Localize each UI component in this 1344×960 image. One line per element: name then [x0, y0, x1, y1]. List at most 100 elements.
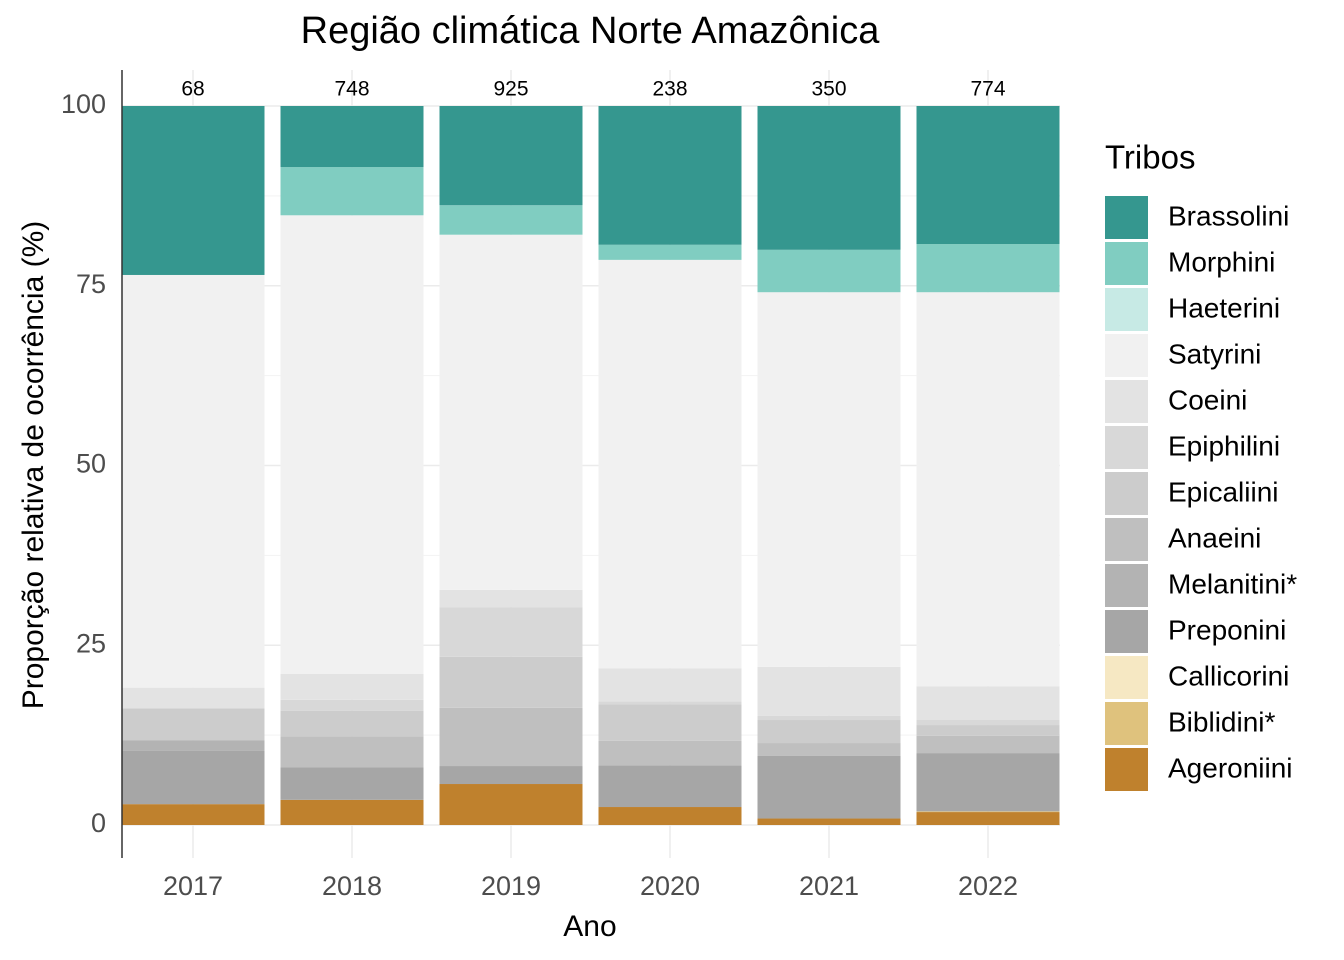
legend-key — [1105, 242, 1148, 285]
legend-key — [1105, 472, 1148, 515]
x-tick-label: 2021 — [799, 871, 859, 901]
bar-segment — [598, 668, 742, 702]
bar-segment — [916, 735, 1060, 754]
bar-segment — [598, 244, 742, 260]
bar-segment — [121, 804, 265, 825]
bar-segment — [916, 720, 1060, 726]
legend-key — [1105, 748, 1148, 791]
bar-segment — [757, 818, 901, 825]
bar-segment — [598, 704, 742, 741]
bar-segment — [598, 259, 742, 669]
bar-segment — [280, 167, 424, 216]
bar-segment — [280, 799, 424, 825]
bar-segment — [121, 106, 265, 275]
bar-segment — [439, 589, 583, 608]
bar-segment — [757, 743, 901, 756]
bar-segment — [916, 686, 1060, 721]
bar-segment — [598, 106, 742, 245]
count-label: 925 — [493, 78, 528, 101]
count-label: 774 — [970, 78, 1005, 101]
bar-segment — [598, 765, 742, 808]
legend-label: Callicorini — [1168, 660, 1289, 691]
bar-segment — [757, 292, 901, 667]
bar-segment — [598, 807, 742, 825]
legend-label: Coeini — [1168, 384, 1247, 415]
bar-segment — [121, 740, 265, 751]
legend-label: Satyrini — [1168, 338, 1261, 369]
legend-label: Brassolini — [1168, 200, 1289, 231]
bar-segment — [121, 750, 265, 805]
x-tick-label: 2019 — [481, 871, 541, 901]
bar-segment — [439, 205, 583, 235]
bar-segment — [280, 710, 424, 737]
legend-key — [1105, 656, 1148, 699]
bar-segment — [916, 106, 1060, 245]
count-label: 238 — [652, 78, 687, 101]
legend-label: Melanitini* — [1168, 568, 1297, 599]
bar-segment — [757, 666, 901, 716]
bar-segment — [439, 766, 583, 785]
legend-key — [1105, 426, 1148, 469]
legend-key — [1105, 702, 1148, 745]
bar-segment — [916, 812, 1060, 825]
legend-label: Anaeini — [1168, 522, 1261, 553]
bar-segment — [916, 244, 1060, 293]
y-axis-title: Proporção relativa de ocorrência (%) — [17, 221, 50, 710]
legend-key — [1105, 610, 1148, 653]
y-tick-label: 0 — [91, 808, 106, 838]
bar-segment — [916, 292, 1060, 687]
bar-segment — [439, 106, 583, 206]
bar-segment — [916, 725, 1060, 736]
legend-key — [1105, 288, 1148, 331]
legend-label: Preponini — [1168, 614, 1286, 645]
bar-segment — [757, 715, 901, 721]
legend-key — [1105, 564, 1148, 607]
legend-label: Epicaliini — [1168, 476, 1279, 507]
legend-key — [1105, 196, 1148, 239]
chart-title: Região climática Norte Amazônica — [301, 10, 881, 52]
bar-segment — [121, 708, 265, 741]
legend-key — [1105, 380, 1148, 423]
bar-segment — [439, 784, 583, 825]
x-tick-label: 2018 — [322, 871, 382, 901]
bar-segment — [598, 701, 742, 705]
legend-key — [1105, 334, 1148, 377]
bar-segment — [916, 753, 1060, 812]
bar-segment — [757, 755, 901, 819]
legend-key — [1105, 518, 1148, 561]
bar-segment — [280, 699, 424, 711]
y-tick-label: 25 — [76, 628, 106, 658]
bar-segment — [280, 767, 424, 800]
bar-segment — [439, 656, 583, 708]
legend-label: Haeterini — [1168, 292, 1280, 323]
bar-segment — [280, 674, 424, 700]
bar-segment — [757, 249, 901, 293]
bar-segment — [121, 687, 265, 709]
bar-segment — [757, 106, 901, 250]
legend-label: Ageroniini — [1168, 752, 1293, 783]
bar-segment — [280, 215, 424, 675]
legend-label: Morphini — [1168, 246, 1275, 277]
y-tick-label: 75 — [76, 269, 106, 299]
bar-segment — [121, 274, 265, 688]
bar-segment — [439, 607, 583, 657]
count-label: 748 — [334, 78, 369, 101]
y-tick-label: 100 — [61, 89, 106, 119]
bar-segment — [439, 707, 583, 767]
bar-segment — [439, 234, 583, 590]
bar-segment — [916, 811, 1060, 813]
bar-segment — [757, 720, 901, 744]
legend-label: Biblidini* — [1168, 706, 1275, 737]
count-label: 350 — [811, 78, 846, 101]
x-tick-label: 2020 — [640, 871, 700, 901]
legend-title: Tribos — [1105, 139, 1195, 176]
legend-label: Epiphilini — [1168, 430, 1280, 461]
x-axis-title: Ano — [563, 910, 616, 943]
bar-segment — [280, 736, 424, 768]
bar-segment — [280, 106, 424, 168]
bar-segment — [598, 740, 742, 766]
y-tick-label: 50 — [76, 449, 106, 479]
x-tick-label: 2017 — [163, 871, 223, 901]
x-tick-label: 2022 — [958, 871, 1018, 901]
